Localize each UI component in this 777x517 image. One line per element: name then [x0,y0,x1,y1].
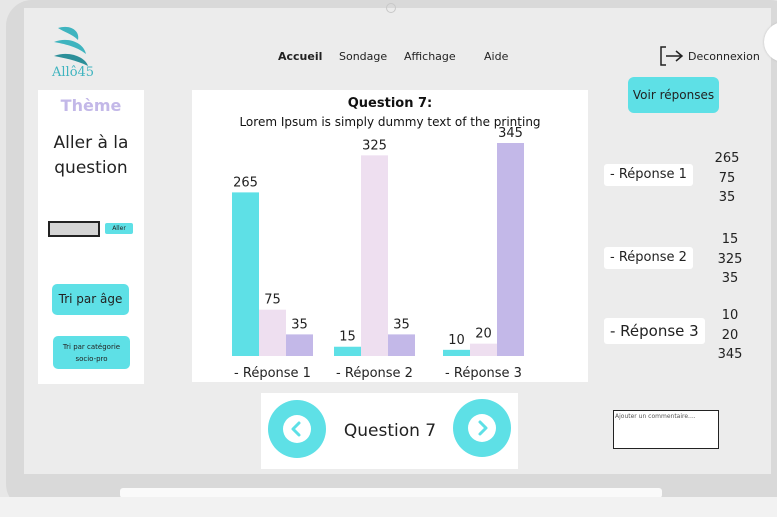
response-3-value: 345 [717,347,743,362]
bar [286,334,313,356]
goto-question-input[interactable] [48,221,100,237]
sort-category-label: Tri par catégorie socio-pro [62,342,121,363]
response-label-3: - Réponse 3 [604,318,705,344]
response-label-1: - Réponse 1 [604,164,693,186]
side-circle-button[interactable] [764,22,777,62]
bar [259,309,286,356]
category-label: - Réponse 3 [445,366,522,381]
response-1-value: 75 [718,170,736,186]
comment-field[interactable]: Ajouter un commentaire.... [613,410,719,449]
category-label: - Réponse 1 [234,366,311,381]
bar [470,343,497,356]
response-1-value: 265 [714,151,740,166]
nav-sondage[interactable]: Sondage [339,50,388,63]
response-3-value: 10 [721,308,739,323]
question-title: Question 7: [347,96,433,111]
next-question-button[interactable] [453,399,511,457]
bar-value-label: 75 [264,293,281,308]
sidebar: Thème Aller à la question Aller Tri par … [38,90,144,384]
camera-icon [386,3,396,13]
logo-icon [54,26,88,66]
response-2-value: 325 [717,251,743,267]
logout-button[interactable]: Deconnexion [660,46,760,66]
bar [388,334,415,356]
response-2-value: 35 [721,271,739,286]
question-subtitle: Lorem Ipsum is simply dummy text of the … [239,115,541,129]
nav-aide[interactable]: Aide [484,50,509,63]
goto-label: Aller à la question [53,133,129,178]
logout-icon [660,46,684,66]
bar [232,192,259,356]
response-1-value: 35 [718,190,736,205]
theme-label: Thème [60,96,122,115]
laptop-base [0,497,777,517]
chevron-right-icon [468,414,496,442]
bar-value-label: 345 [498,126,523,141]
bar-value-label: 35 [393,317,410,332]
response-3-value: 20 [721,327,739,343]
response-values-2: 15 325 35 [710,230,750,289]
bar-chart: 265 75 35 - Réponse 1 15 325 35 - Réponse 2 10 20… [232,126,524,381]
sort-age-button[interactable]: Tri par âge [52,284,129,315]
logo-text: Allô45 [52,65,95,80]
response-label-2: - Réponse 2 [604,247,693,269]
bar-value-label: 265 [233,175,258,190]
bar-value-label: 10 [448,333,465,348]
nav-accueil[interactable]: Accueil [278,50,323,63]
bar [497,143,524,356]
chart-panel: Question 7: Lorem Ipsum is simply dummy … [192,90,588,382]
question-pager: Question 7 [261,393,518,469]
bar-value-label: 15 [339,330,356,345]
category-label: - Réponse 2 [336,366,413,381]
response-2-value: 15 [721,232,739,247]
bar-value-label: 20 [475,327,492,342]
sort-category-button[interactable]: Tri par catégorie socio-pro [53,336,130,369]
response-values-3: 10 20 345 [710,306,750,365]
see-responses-button[interactable]: Voir réponses [628,77,719,113]
chevron-left-icon [283,415,311,443]
current-question-label: Question 7 [343,421,437,441]
nav-affichage[interactable]: Affichage [404,50,456,63]
previous-question-button[interactable] [268,400,326,458]
laptop-hinge [120,488,662,498]
bar-value-label: 325 [362,138,387,153]
bar [443,349,470,356]
bar-value-label: 35 [291,317,308,332]
bar [334,346,361,356]
response-values-1: 265 75 35 [707,149,747,208]
goto-button[interactable]: Aller [105,223,133,234]
logout-label: Deconnexion [688,49,760,63]
bar [361,155,388,356]
